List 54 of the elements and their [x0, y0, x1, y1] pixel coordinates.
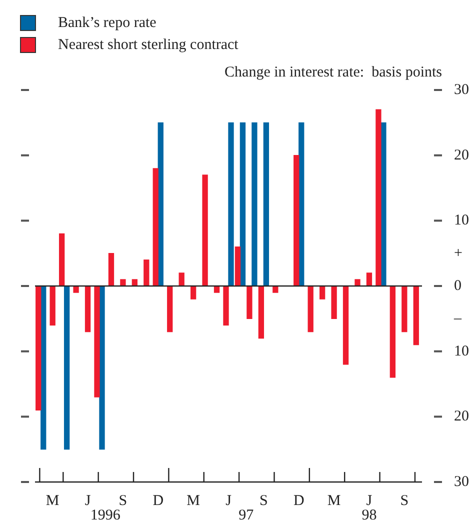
y-tick-label: 10 — [454, 212, 469, 229]
bar — [319, 286, 326, 300]
bar — [298, 122, 304, 286]
y-tick-label: 20 — [454, 147, 469, 164]
x-tick-label: D — [293, 492, 304, 509]
x-tick-label: S — [260, 492, 268, 509]
bar — [40, 286, 46, 450]
x-tick-label: M — [46, 492, 60, 509]
bar — [390, 286, 396, 378]
bar — [84, 286, 91, 332]
bar — [120, 279, 126, 286]
x-tick-label: S — [400, 492, 409, 509]
bar — [99, 286, 105, 450]
bar — [64, 286, 70, 450]
y-axis-title: Change in interest rate: basis points — [224, 64, 442, 80]
x-tick-label: J — [366, 492, 372, 509]
x-tick-label: J — [226, 492, 232, 509]
x-tick-label: S — [118, 492, 128, 509]
y-tick-label: 0 — [454, 278, 462, 294]
bar — [158, 122, 164, 286]
text: 98 — [362, 507, 377, 524]
x-tick-label: D — [152, 492, 164, 509]
legend-label: Bank’s repo rate — [58, 14, 156, 32]
bar — [342, 286, 349, 365]
bar — [144, 260, 150, 286]
bar — [228, 122, 234, 286]
bar — [73, 286, 79, 293]
bar — [413, 286, 419, 346]
bar — [50, 286, 56, 326]
y-tick-label: 10 — [454, 343, 469, 360]
text: 97 — [238, 507, 254, 524]
x-tick-label: J — [84, 492, 91, 509]
bar — [366, 272, 372, 286]
bar — [308, 286, 314, 332]
legend-label: Nearest short sterling contract — [58, 36, 238, 54]
bar — [263, 122, 270, 286]
y-tick-label: 30 — [454, 474, 469, 490]
bar — [190, 286, 196, 300]
bar — [108, 253, 114, 286]
y-tick-label: 30 — [454, 82, 469, 98]
bar — [202, 174, 208, 286]
x-tick-label: M — [186, 492, 200, 509]
bar — [331, 286, 337, 319]
bar — [402, 286, 408, 332]
bar — [354, 279, 360, 286]
bar — [167, 286, 173, 332]
y-tick-label: – — [453, 310, 462, 327]
bar — [178, 272, 184, 286]
text: 1996 — [90, 507, 121, 524]
x-tick-label: M — [327, 492, 341, 509]
y-tick-label: + — [454, 245, 462, 262]
bar — [240, 122, 246, 286]
y-tick-label: 20 — [454, 408, 469, 425]
bar — [252, 122, 258, 286]
